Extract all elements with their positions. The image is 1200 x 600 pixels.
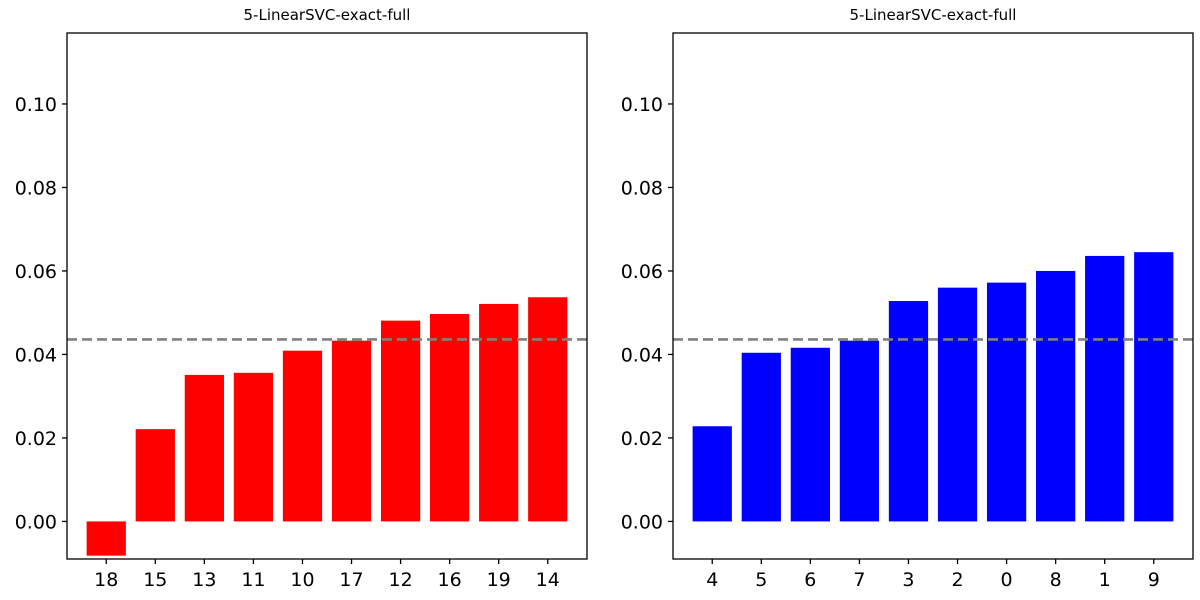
x-tick-label: 9: [1148, 569, 1160, 591]
bar-12: [380, 320, 421, 522]
bar-1: [1085, 255, 1125, 522]
bar-13: [184, 374, 224, 522]
right-chart-panel: 5-LinearSVC-exact-full 0.00 0.02 0.04 0.06 0.…: [621, 6, 1194, 591]
y-tick-label: 0.08: [621, 177, 663, 199]
x-tick-label: 3: [902, 569, 914, 591]
chart-title: 5-LinearSVC-exact-full: [850, 6, 1017, 24]
y-tick-label: 0.06: [15, 261, 57, 283]
y-tick-label: 0.04: [15, 344, 57, 366]
x-tick-label: 14: [536, 569, 560, 591]
y-tick-label: 0.00: [621, 511, 663, 533]
bar-4: [692, 426, 732, 522]
x-tick-label: 17: [339, 569, 363, 591]
plot-frame: [672, 32, 1194, 560]
x-tick-label: 18: [94, 569, 118, 591]
x-tick-label: 5: [755, 569, 767, 591]
chart-title: 5-LinearSVC-exact-full: [244, 6, 411, 24]
x-tick-label: 6: [804, 569, 816, 591]
x-tick-label: 13: [192, 569, 216, 591]
x-tick-label: 7: [853, 569, 865, 591]
bar-9: [1134, 252, 1174, 522]
bar-7: [839, 340, 880, 522]
y-tick-label: 0.02: [621, 428, 663, 450]
y-tick-label: 0.06: [621, 261, 663, 283]
bar-11: [233, 372, 274, 522]
bar-19: [479, 303, 519, 522]
bar-2: [937, 287, 978, 522]
bar-8: [1036, 270, 1076, 522]
x-tick-label: 8: [1050, 569, 1062, 591]
x-tick-label: 4: [706, 569, 718, 591]
x-tick-label: 10: [290, 569, 314, 591]
bar-14: [528, 297, 568, 522]
y-tick-label: 0.00: [15, 511, 57, 533]
x-tick-label: 0: [1001, 569, 1013, 591]
x-tick-label: 19: [487, 569, 511, 591]
x-tick-label: 11: [241, 569, 265, 591]
bar-15: [135, 429, 175, 522]
y-tick-label: 0.10: [15, 94, 57, 116]
bar-5: [741, 352, 781, 522]
x-tick-label: 16: [438, 569, 462, 591]
y-tick-label: 0.10: [621, 94, 663, 116]
y-tick-label: 0.08: [15, 177, 57, 199]
x-tick-label: 1: [1099, 569, 1111, 591]
y-tick-label: 0.02: [15, 428, 57, 450]
x-tick-label: 15: [143, 569, 167, 591]
bar-17: [331, 340, 372, 522]
bar-6: [790, 347, 830, 522]
bar-18: [86, 521, 126, 556]
bar-10: [282, 350, 323, 522]
bar-3: [888, 301, 929, 522]
left-chart-panel: 5-LinearSVC-exact-full 0.00 0.02 0.04 0.06 0.…: [15, 6, 588, 591]
bar-0: [986, 282, 1027, 522]
y-tick-label: 0.04: [621, 344, 663, 366]
x-tick-label: 12: [388, 569, 412, 591]
bar-16: [430, 313, 470, 522]
x-tick-label: 2: [951, 569, 963, 591]
plot-frame: [66, 32, 588, 560]
